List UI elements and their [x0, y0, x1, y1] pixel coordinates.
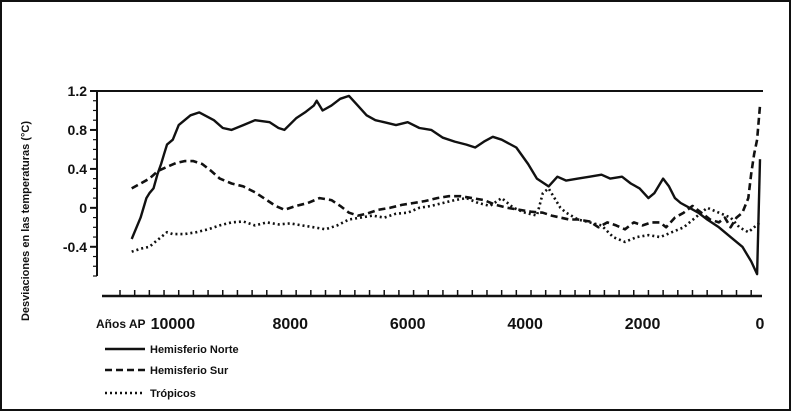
y-tick-label: 0.4 [68, 161, 88, 177]
series-line-trópicos [131, 187, 761, 253]
legend-label: Hemisferio Norte [150, 344, 239, 356]
y-tick-label: 1.2 [68, 83, 88, 99]
y-tick-label: 0.8 [68, 122, 88, 138]
x-tick-label: 2000 [625, 316, 661, 333]
x-tick-label: 8000 [272, 316, 308, 333]
legend-label: Trópicos [150, 388, 196, 400]
legend-label: Hemisferio Sur [150, 365, 229, 377]
series-layer [130, 94, 762, 276]
legend: Hemisferio Norte Hemisferio Sur Trópicos [105, 344, 239, 400]
x-tick-label: 4000 [507, 316, 543, 333]
x-tick-label: 0 [756, 316, 765, 333]
axes: -0.4 0 0.4 0.8 1.2 10000 8000 6000 4000 2000 0 [63, 83, 765, 333]
y-tick-label: -0.4 [63, 239, 87, 255]
series-line-hemisferio-norte [130, 94, 762, 276]
x-axis-title: Años AP [96, 317, 146, 331]
y-tick-label: 0 [79, 200, 87, 216]
x-tick-label: 6000 [390, 316, 426, 333]
y-axis-title: Desviaciones en las temperaturas (°C) [20, 121, 32, 321]
x-tick-label: 10000 [151, 316, 196, 333]
series-line-hemisferio-sur [131, 105, 762, 231]
